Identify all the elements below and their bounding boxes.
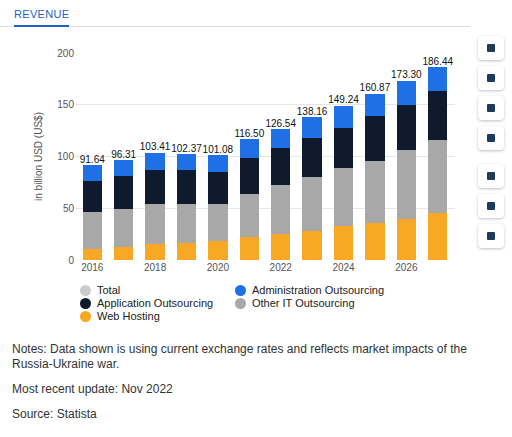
svg-text:200: 200 — [57, 48, 74, 59]
svg-text:186.44: 186.44 — [422, 56, 453, 67]
html-text:Total: Total — [97, 284, 121, 296]
svg-text:91.64: 91.64 — [80, 154, 105, 165]
svg-text:160.87: 160.87 — [360, 82, 391, 93]
svg-text:50: 50 — [63, 203, 75, 214]
svg-text:2026: 2026 — [395, 262, 418, 273]
svg-text:126.54: 126.54 — [265, 118, 296, 129]
svg-text:149.24: 149.24 — [328, 94, 359, 105]
svg-text:in billion USD (US$): in billion USD (US$) — [33, 112, 44, 201]
svg-text:2024: 2024 — [332, 262, 355, 273]
svg-text:96.31: 96.31 — [111, 149, 136, 160]
svg-text:100: 100 — [57, 151, 74, 162]
svg-text:173.30: 173.30 — [391, 69, 422, 80]
html-text:REVENUE: REVENUE — [14, 8, 70, 20]
svg-text:2018: 2018 — [144, 262, 167, 273]
html-text:Notes: Data shown is using cur: Notes: Data shown is using current excha… — [12, 342, 467, 371]
svg-text:2020: 2020 — [207, 262, 230, 273]
svg-text:103.41: 103.41 — [140, 141, 171, 152]
svg-text:150: 150 — [57, 99, 74, 110]
svg-text:101.08: 101.08 — [203, 144, 234, 155]
html-text:Application Outsourcing: Application Outsourcing — [97, 297, 214, 309]
html-text:Most recent update: Nov 2022: Most recent update: Nov 2022 — [12, 382, 173, 396]
html-text:Other IT Outsourcing: Other IT Outsourcing — [252, 297, 355, 309]
svg-text:2022: 2022 — [270, 262, 293, 273]
svg-text:0: 0 — [68, 255, 74, 266]
html-text:Source: Statista: Source: Statista — [12, 407, 97, 421]
html-text:Web Hosting: Web Hosting — [97, 310, 160, 322]
svg-text:2016: 2016 — [81, 262, 104, 273]
svg-text:102.37: 102.37 — [171, 143, 202, 154]
html-text:Administration Outsourcing: Administration Outsourcing — [252, 284, 385, 296]
svg-text:116.50: 116.50 — [234, 128, 264, 139]
svg-text:138.16: 138.16 — [297, 106, 328, 117]
